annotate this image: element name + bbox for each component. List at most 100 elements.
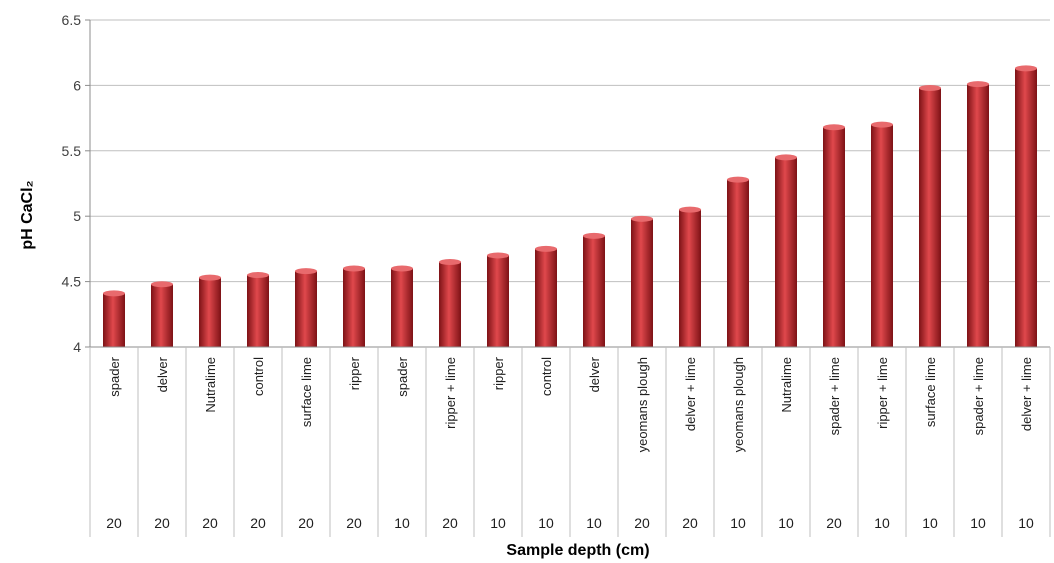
bar [583,232,605,347]
bar-body [103,293,125,347]
bar-cap [919,85,941,92]
category-label: spader + lime [827,357,842,435]
bar-body [871,124,893,347]
depth-label: 10 [922,515,938,531]
category-label: ripper + lime [875,357,890,429]
bar [103,290,125,347]
bar-cap [439,258,461,265]
bar-cap [727,176,749,183]
category-label: ripper [491,356,506,390]
bars [103,65,1037,348]
bar-body [199,277,221,347]
bar [487,252,509,347]
category-label: control [539,357,554,396]
bar [247,272,269,347]
category-label: yeomans plough [731,357,746,452]
bar [343,265,365,347]
category-label: delver + lime [1019,357,1034,431]
bar-body [439,261,461,347]
bar [967,81,989,347]
bar [1015,65,1037,348]
bar-body [391,268,413,347]
bar-body [775,157,797,347]
y-axis-ticks: 4 4.5 5 5.5 6 6.5 [62,12,90,355]
bar [727,176,749,347]
bar-body [823,127,845,347]
depth-label: 20 [202,515,218,531]
bar [919,85,941,348]
bar-cap [775,154,797,161]
bar-cap [1015,65,1037,72]
category-label: spader [395,356,410,396]
bar-cap [967,81,989,88]
depth-label: 20 [826,515,842,531]
category-label: ripper + lime [443,357,458,429]
bar-cap [823,124,845,131]
bar-cap [583,232,605,239]
depth-label: 20 [250,515,266,531]
category-label: surface lime [299,357,314,427]
bar-body [727,179,749,347]
bar [823,124,845,347]
bar-body [679,209,701,347]
depth-label: 20 [154,515,170,531]
depth-label: 10 [1018,515,1034,531]
category-label: control [251,357,266,396]
bar-cap [871,121,893,128]
bar-cap [679,206,701,213]
bar [295,268,317,347]
y-tick-label: 6.5 [62,12,82,28]
bar-cap [487,252,509,259]
bar-cap [391,265,413,272]
bar-body [295,271,317,347]
y-tick-label: 6 [73,77,81,93]
category-label: yeomans plough [635,357,650,452]
y-axis-title: pH CaCl₂ [19,180,36,249]
category-label: Nutralime [779,357,794,413]
depth-label: 10 [874,515,890,531]
depth-label: 20 [682,515,698,531]
bar-body [1015,68,1037,348]
y-tick-label: 4 [73,339,81,355]
x-axis-title: Sample depth (cm) [506,542,649,559]
bar-body [487,255,509,347]
bar-cap [535,245,557,252]
depth-label: 20 [442,515,458,531]
depth-label: 10 [586,515,602,531]
depth-label: 10 [394,515,410,531]
category-label: ripper [347,356,362,390]
category-label: delver + lime [683,357,698,431]
depth-label: 10 [490,515,506,531]
depth-label: 10 [778,515,794,531]
depth-label: 10 [538,515,554,531]
bar-cap [199,274,221,281]
bar-body [247,275,269,347]
bar-body [583,235,605,347]
bar-cap [343,265,365,272]
y-tick-label: 5.5 [62,143,82,159]
bar-body [535,248,557,347]
y-tick-label: 4.5 [62,274,82,290]
category-label: delver [587,356,602,392]
bar [391,265,413,347]
bar-body [919,88,941,348]
gridlines [89,19,1050,348]
bar-cap [103,290,125,297]
bar-body [967,84,989,347]
category-label: delver [155,356,170,392]
bar-cap [151,281,173,288]
bar-body [151,284,173,347]
depth-label: 10 [730,515,746,531]
category-label: Nutralime [203,357,218,413]
bar [871,121,893,347]
depth-label: 20 [634,515,650,531]
bar-cap [247,272,269,279]
bar [631,215,653,347]
bar [151,281,173,347]
bar-body [631,218,653,347]
x-axis-categories: spader 20 delver 20 Nutralime 20 control 20 surf… [89,346,1051,537]
bar-cap [295,268,317,275]
bar-body [343,268,365,347]
category-label: surface lime [923,357,938,427]
